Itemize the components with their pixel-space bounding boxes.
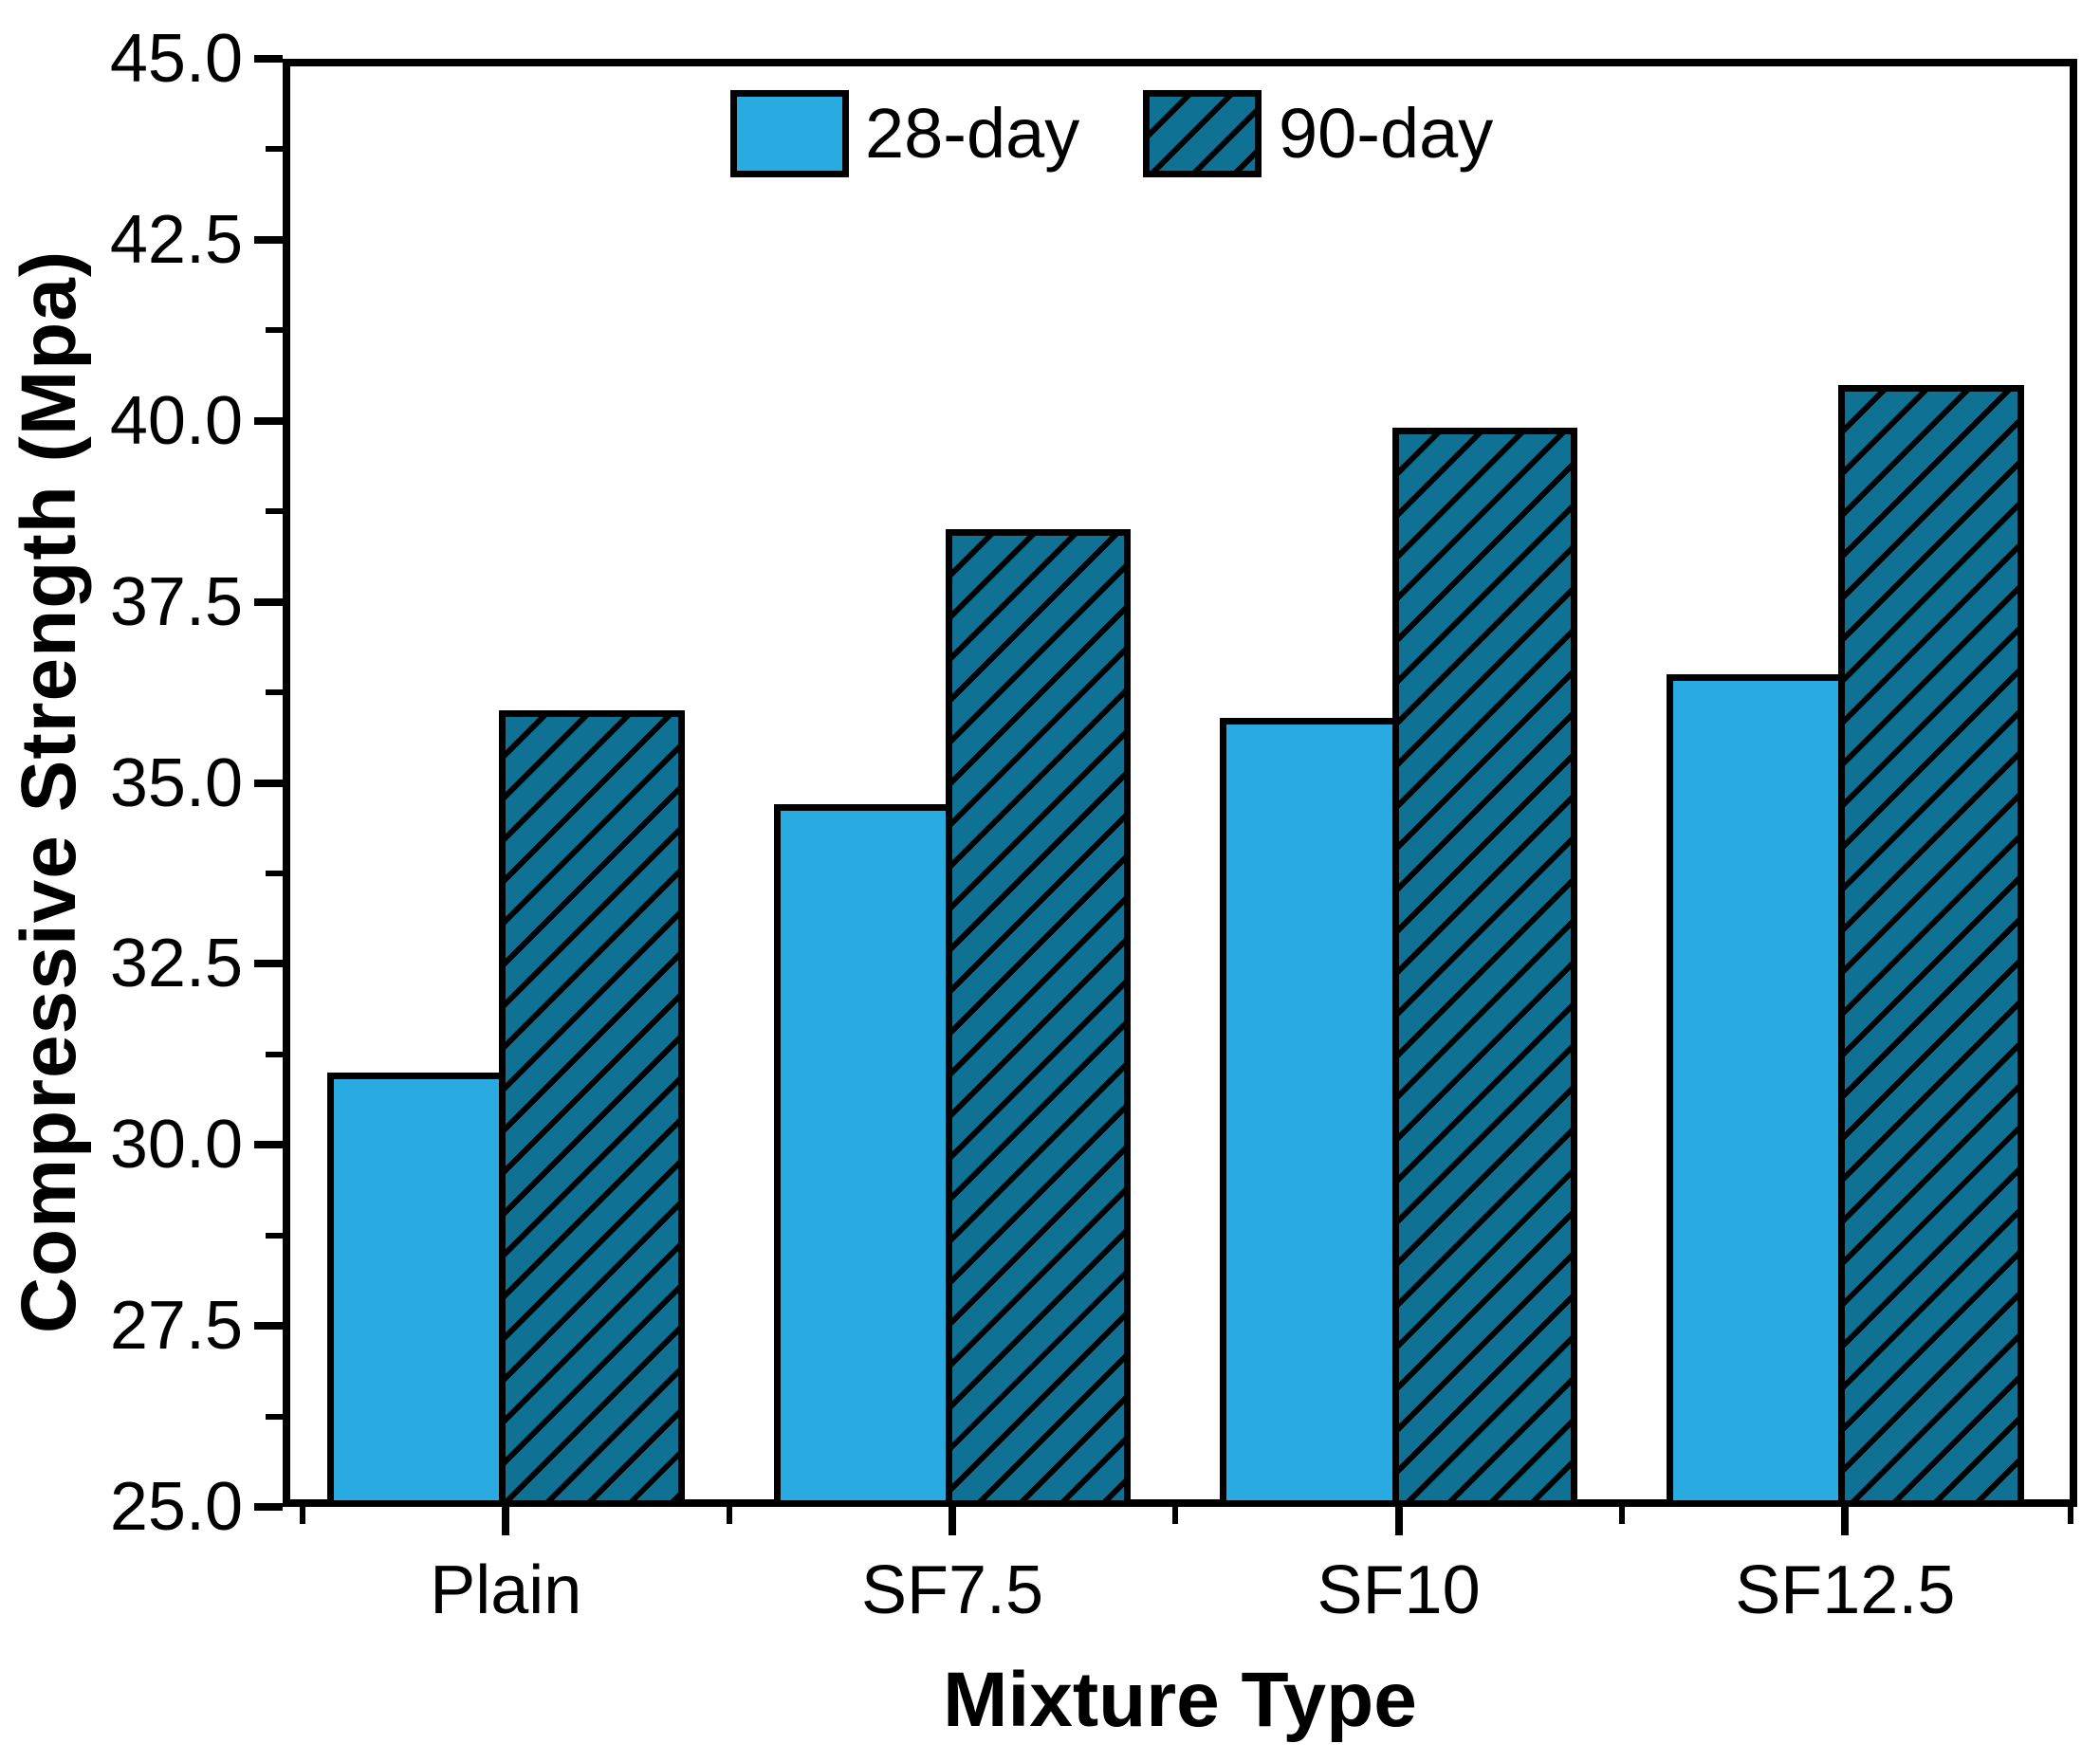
bar-28-day-sf12-5 xyxy=(1667,674,1846,1507)
bar-28-day-plain xyxy=(327,1072,507,1507)
y-axis-title: Compressive Strength (Mpa) xyxy=(6,249,92,1334)
y-tick-label: 25.0 xyxy=(109,1469,243,1545)
x-major-tick xyxy=(949,1507,956,1535)
bar-90-day-sf12-5 xyxy=(1838,384,2024,1507)
y-minor-tick xyxy=(266,508,283,515)
y-major-tick xyxy=(254,779,283,787)
x-minor-tick xyxy=(726,1507,732,1524)
legend-swatch-90-day xyxy=(1143,90,1262,177)
bar-28-day-sf7-5 xyxy=(773,804,952,1507)
y-minor-tick xyxy=(266,689,283,696)
y-tick-label: 32.5 xyxy=(109,926,243,1002)
x-major-tick xyxy=(502,1507,510,1535)
bar-90-day-plain xyxy=(499,710,685,1507)
x-major-tick xyxy=(1841,1507,1850,1535)
y-major-tick xyxy=(254,1322,283,1331)
x-tick-label-sf10: SF10 xyxy=(1317,1552,1481,1628)
legend-label-90-day: 90-day xyxy=(1279,94,1494,173)
x-tick-label-sf7-5: SF7.5 xyxy=(860,1552,1044,1628)
y-tick-label: 27.5 xyxy=(109,1288,243,1365)
y-minor-tick xyxy=(266,870,283,876)
y-minor-tick xyxy=(266,1232,283,1239)
x-minor-tick xyxy=(1618,1507,1625,1524)
x-tick-label-plain: Plain xyxy=(430,1552,582,1628)
y-major-tick xyxy=(254,960,283,968)
y-major-tick xyxy=(254,416,283,425)
y-minor-tick xyxy=(266,1051,283,1057)
y-tick-label: 30.0 xyxy=(109,1107,243,1184)
bar-90-day-sf10 xyxy=(1391,428,1577,1507)
x-minor-tick xyxy=(2067,1507,2073,1524)
bar-28-day-sf10 xyxy=(1220,717,1399,1507)
y-tick-label: 42.5 xyxy=(109,201,243,278)
legend-swatch-28-day xyxy=(730,90,849,177)
y-minor-tick xyxy=(266,327,283,334)
y-tick-label: 37.5 xyxy=(109,563,243,640)
y-major-tick xyxy=(254,1141,283,1149)
legend-label-28-day: 28-day xyxy=(865,94,1080,173)
y-minor-tick xyxy=(266,1413,283,1420)
y-major-tick xyxy=(254,55,283,63)
x-major-tick xyxy=(1394,1507,1403,1535)
x-minor-tick xyxy=(1172,1507,1179,1524)
y-tick-label: 35.0 xyxy=(109,744,243,821)
y-minor-tick xyxy=(266,146,283,153)
y-tick-label: 45.0 xyxy=(109,21,243,97)
y-major-tick xyxy=(254,1503,283,1511)
x-axis-title: Mixture Type xyxy=(943,1657,1417,1743)
bar-90-day-sf7-5 xyxy=(946,529,1132,1507)
x-minor-tick xyxy=(300,1507,306,1524)
y-major-tick xyxy=(254,597,283,606)
y-tick-label: 40.0 xyxy=(109,382,243,459)
y-major-tick xyxy=(254,235,283,244)
x-tick-label-sf12-5: SF12.5 xyxy=(1735,1552,1956,1628)
